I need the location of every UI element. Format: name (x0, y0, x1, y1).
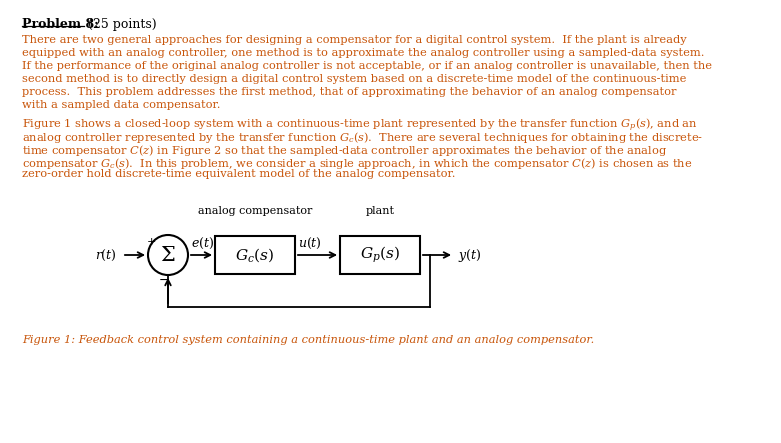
Text: plant: plant (366, 206, 394, 216)
Text: (25 points): (25 points) (84, 18, 157, 31)
Text: There are two general approaches for designing a compensator for a digital contr: There are two general approaches for des… (22, 35, 686, 45)
Text: $r(t)$: $r(t)$ (95, 248, 117, 263)
Text: with a sampled data compensator.: with a sampled data compensator. (22, 100, 220, 110)
Text: If the performance of the original analog controller is not acceptable, or if an: If the performance of the original analo… (22, 61, 712, 71)
Text: Figure 1 shows a closed-loop system with a continuous-time plant represented by : Figure 1 shows a closed-loop system with… (22, 117, 697, 134)
Text: analog compensator: analog compensator (198, 206, 312, 216)
Text: second method is to directly design a digital control system based on a discrete: second method is to directly design a di… (22, 74, 686, 84)
Text: $u(t)$: $u(t)$ (298, 236, 322, 251)
Text: analog controller represented by the transfer function $G_c(s)$.  There are seve: analog controller represented by the tra… (22, 130, 703, 145)
Text: Figure 1: Feedback control system containing a continuous-time plant and an anal: Figure 1: Feedback control system contai… (22, 335, 594, 345)
Text: +: + (146, 237, 155, 247)
FancyBboxPatch shape (215, 236, 295, 274)
Text: time compensator $C(z)$ in Figure 2 so that the sampled-data controller approxim: time compensator $C(z)$ in Figure 2 so t… (22, 143, 667, 158)
Text: equipped with an analog controller, one method is to approximate the analog cont: equipped with an analog controller, one … (22, 48, 704, 58)
Text: $G_p(s)$: $G_p(s)$ (360, 245, 400, 265)
Text: −: − (159, 274, 169, 287)
Text: $G_c(s)$: $G_c(s)$ (235, 246, 275, 264)
Text: $y(t)$: $y(t)$ (458, 246, 481, 264)
Text: $e(t)$: $e(t)$ (191, 236, 214, 251)
Text: $\Sigma$: $\Sigma$ (160, 245, 176, 265)
Text: zero-order hold discrete-time equivalent model of the analog compensator.: zero-order hold discrete-time equivalent… (22, 169, 455, 179)
Circle shape (148, 235, 188, 275)
Text: process.  This problem addresses the first method, that of approximating the beh: process. This problem addresses the firs… (22, 87, 676, 97)
Text: compensator $G_c(s)$.  In this problem, we consider a single approach, in which : compensator $G_c(s)$. In this problem, w… (22, 156, 693, 171)
FancyBboxPatch shape (340, 236, 420, 274)
Text: Problem 8:: Problem 8: (22, 18, 98, 31)
